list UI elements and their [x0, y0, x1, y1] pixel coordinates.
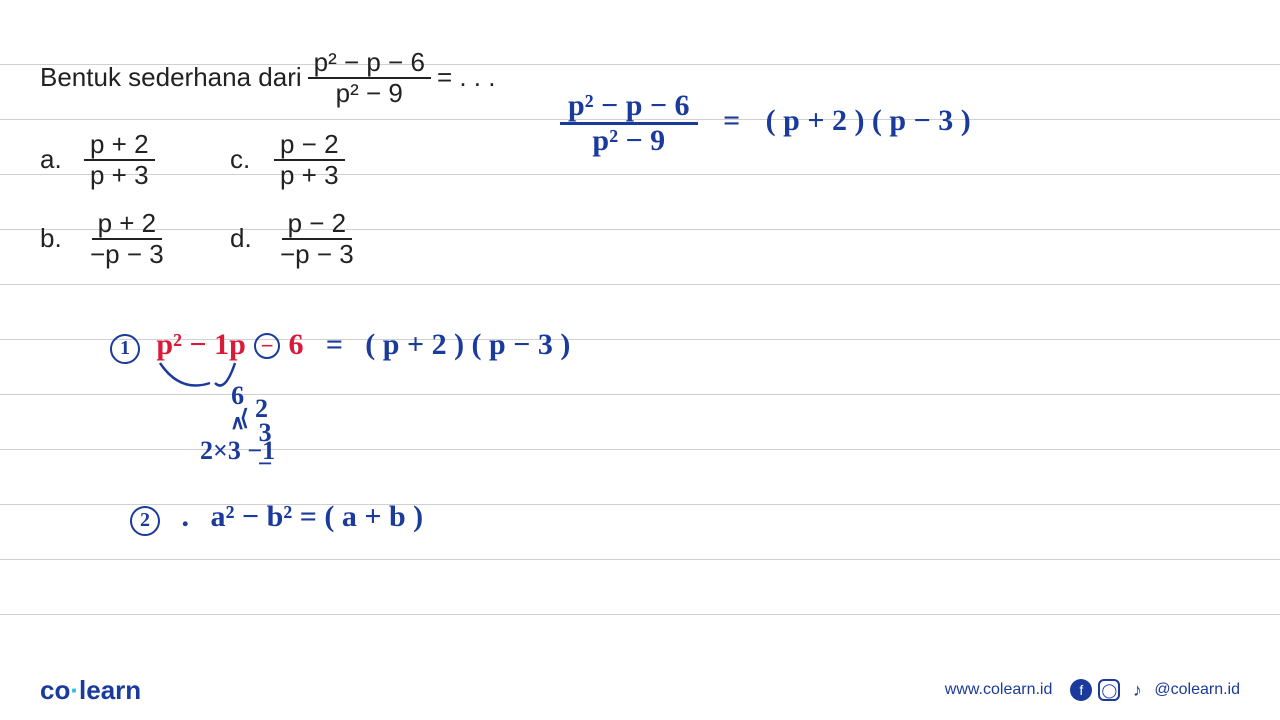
handwork-top-num: p² − p − 6 — [560, 90, 698, 125]
option-c-label: c. — [230, 144, 256, 175]
option-b-frac: p + 2 −p − 3 — [84, 209, 170, 268]
handwork-step2: 2 . a² − b² = ( a + b ) — [130, 500, 423, 536]
bracket-icon: ⟨ — [240, 405, 249, 431]
option-a-frac: p + 2 p + 3 — [84, 130, 155, 189]
logo-part-a: co — [40, 675, 70, 705]
social-icons: f ◯ ♪ @colearn.id — [1070, 679, 1240, 701]
option-a-den: p + 3 — [84, 161, 155, 190]
step1-lhs-b: 6 — [289, 328, 304, 361]
option-a-label: a. — [40, 144, 66, 175]
logo-dot: · — [70, 675, 79, 705]
step2-circle-icon: 2 — [130, 506, 160, 536]
question-suffix: = . . . — [437, 62, 496, 93]
handwork-top-den: p² − 9 — [584, 125, 673, 157]
option-c-den: p + 3 — [274, 161, 345, 190]
logo-part-b: learn — [79, 675, 141, 705]
handwork-factor-tree: 6 ∧ ⟨ 2 3 − 2×3 −1 — [200, 380, 275, 466]
question-fraction: p² − p − 6 p² − 9 — [308, 48, 431, 107]
handwork-top-fraction: p² − p − 6 p² − 9 — [560, 90, 698, 156]
factor-pair-b: 3 − — [255, 417, 275, 479]
option-c-frac: p − 2 p + 3 — [274, 130, 345, 189]
facebook-icon: f — [1070, 679, 1092, 701]
instagram-icon: ◯ — [1098, 679, 1120, 701]
step1-eq: = — [326, 328, 343, 361]
option-d-label: d. — [230, 223, 256, 254]
footer-right: www.colearn.id f ◯ ♪ @colearn.id — [945, 679, 1240, 701]
option-d: d. p − 2 −p − 3 — [230, 209, 420, 268]
handwork-top-rhs: ( p + 2 ) ( p − 3 ) — [766, 104, 971, 137]
option-b: b. p + 2 −p − 3 — [40, 209, 230, 268]
option-b-label: b. — [40, 223, 66, 254]
option-d-frac: p − 2 −p − 3 — [274, 209, 360, 268]
tiktok-icon: ♪ — [1126, 679, 1148, 701]
step1-circle-icon: 1 — [110, 334, 140, 364]
step1-rhs: ( p + 2 ) ( p − 3 ) — [365, 328, 570, 361]
question-row: Bentuk sederhana dari p² − p − 6 p² − 9 … — [40, 48, 495, 107]
handwork-top-eq: = — [723, 104, 740, 137]
option-b-den: −p − 3 — [84, 240, 170, 269]
option-a-num: p + 2 — [84, 130, 155, 161]
question-frac-den: p² − 9 — [330, 79, 409, 108]
question-prompt: Bentuk sederhana dari — [40, 62, 302, 93]
option-c: c. p − 2 p + 3 — [230, 130, 420, 189]
step1-lhs-a: p² − 1p — [156, 328, 245, 361]
step2-body: a² − b² = ( a + b ) — [211, 500, 424, 533]
minus-circle-icon: − — [254, 333, 280, 359]
footer-url: www.colearn.id — [945, 681, 1053, 699]
options-grid: a. p + 2 p + 3 c. p − 2 p + 3 b. p + 2 −… — [40, 130, 420, 268]
footer-handle: @colearn.id — [1154, 681, 1240, 699]
option-b-num: p + 2 — [92, 209, 163, 240]
footer-bar: co·learn www.colearn.id f ◯ ♪ @colearn.i… — [0, 660, 1280, 720]
option-d-num: p − 2 — [282, 209, 353, 240]
question-frac-num: p² − p − 6 — [308, 48, 431, 79]
option-a: a. p + 2 p + 3 — [40, 130, 230, 189]
handwork-top: p² − p − 6 p² − 9 = ( p + 2 ) ( p − 3 ) — [560, 90, 971, 156]
brand-logo: co·learn — [40, 675, 141, 706]
option-d-den: −p − 3 — [274, 240, 360, 269]
option-c-num: p − 2 — [274, 130, 345, 161]
